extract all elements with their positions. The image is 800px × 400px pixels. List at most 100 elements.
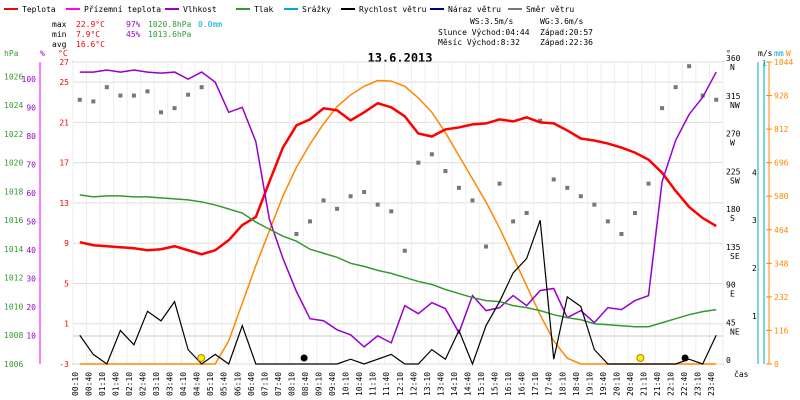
scatter-point-dir (673, 85, 678, 90)
axis-unit-degc: °C (58, 49, 68, 58)
tick-label-time: 05:10 (206, 372, 215, 396)
axes: 1006100810101012101410161018102010221024… (4, 54, 793, 396)
series-line-wind (79, 219, 717, 366)
scatter-point-dir (646, 181, 651, 186)
legend-label-hum: Vlhkost (183, 5, 217, 14)
tick-label-deg: 45 (726, 318, 736, 327)
series-layer (77, 64, 719, 366)
tick-label-time: 08:40 (301, 372, 310, 396)
tick-label-time: 04:40 (193, 372, 202, 396)
tick-label-time: 16:40 (518, 372, 527, 396)
scatter-point-dir (77, 97, 82, 102)
tick-label-time: 18:10 (558, 372, 567, 396)
chart-title: 13.6.2013 (367, 51, 432, 65)
scatter-point-dir (687, 64, 692, 69)
stats-block: max 22.9°C 97% 1020.8hPa 0.0mm min 7.9°C… (52, 17, 593, 49)
legend-label-dir: Směr větru (526, 5, 574, 14)
scatter-point-dir (145, 89, 150, 94)
tick-label-hpa: 1008 (4, 331, 23, 340)
tick-label-time: 09:40 (328, 372, 337, 396)
tick-label-ms: 2 (752, 264, 757, 273)
stat-max-press: 1020.8hPa (148, 20, 192, 29)
tick-label-compass: SW (730, 176, 740, 185)
tick-label-time: 16:10 (504, 372, 513, 396)
scatter-point-dir (131, 93, 136, 98)
axis-unit-cas: čas (734, 369, 749, 379)
legend-label-gust: Náraz větru (448, 5, 501, 14)
tick-label-time: 10:10 (342, 372, 351, 396)
tick-label-time: 19:40 (599, 372, 608, 396)
markers (197, 354, 689, 362)
tick-label-deg: 270 (726, 130, 741, 139)
tick-label-compass: N (730, 63, 735, 72)
scatter-point-dir (700, 93, 705, 98)
scatter-point-dir (294, 231, 299, 236)
tick-label-time: 13:40 (436, 372, 445, 396)
tick-label-pct: 60 (26, 189, 36, 198)
scatter-point-dir (619, 231, 624, 236)
tick-label-time: 11:40 (382, 372, 391, 396)
tick-label-wm2: 0 (774, 360, 779, 369)
scatter-point-dir (443, 169, 448, 174)
tick-label-ms: 1 (752, 312, 757, 321)
tick-label-time: 15:40 (491, 372, 500, 396)
tick-label-deg: 360 (726, 54, 741, 63)
scatter-point-dir (307, 219, 312, 224)
tick-label-time: 23:10 (694, 372, 703, 396)
tick-label-time: 19:10 (585, 372, 594, 396)
tick-label-deg: 90 (726, 281, 736, 290)
tick-label-time: 11:10 (369, 372, 378, 396)
stat-wg: WG:3.6m/s (540, 17, 584, 26)
scatter-point-dir (199, 85, 204, 90)
scatter-point-dir (484, 244, 489, 249)
tick-label-wm2: 580 (774, 192, 789, 201)
tick-label-time: 00:40 (84, 372, 93, 396)
scatter-point-dir (524, 211, 529, 215)
tick-label-time: 20:40 (626, 372, 635, 396)
scatter-point-dir (592, 202, 597, 207)
tick-label-ms: 4 (752, 168, 757, 177)
scatter-point-dir (416, 160, 421, 165)
stat-avg-label: avg (52, 40, 67, 49)
legend-label-temp: Teplota (22, 5, 56, 14)
tick-label-pct: 100 (22, 75, 37, 84)
tick-label-time: 12:10 (396, 372, 405, 396)
tick-label-time: 17:40 (545, 372, 554, 396)
tick-label-time: 20:10 (612, 372, 621, 396)
tick-label-deg: 225 (726, 167, 741, 176)
tick-label-time: 12:40 (409, 372, 418, 396)
stat-min-temp: 7.9°C (76, 30, 100, 39)
tick-label-time: 21:10 (640, 372, 649, 396)
tick-label-pct: 40 (26, 246, 36, 255)
scatter-point-dir (335, 206, 340, 211)
tick-label-time: 14:40 (463, 372, 472, 396)
tick-label-compass: NE (730, 327, 740, 336)
tick-label-deg: 0 (726, 356, 731, 365)
stat-max-temp: 22.9°C (76, 20, 105, 29)
tick-label-pct: 80 (26, 132, 36, 141)
scatter-point-dir (565, 185, 570, 190)
stat-min-hum: 45% (126, 30, 141, 39)
sunrise-icon (197, 354, 206, 362)
tick-label-hpa: 1016 (4, 216, 23, 225)
tick-label-degc: -3 (59, 360, 69, 369)
tick-label-time: 03:10 (152, 372, 161, 396)
stat-moon-set: Západ:22:36 (540, 38, 593, 47)
tick-label-time: 23:40 (707, 372, 716, 396)
tick-label-pct: 20 (26, 303, 36, 312)
stat-ws: WS:3.5m/s (470, 17, 514, 26)
tick-label-time: 22:10 (667, 372, 676, 396)
tick-label-time: 08:10 (287, 372, 296, 396)
scatter-point-dir (118, 93, 123, 98)
tick-label-time: 10:40 (355, 372, 364, 396)
legend-label-wind: Rychlost větru (359, 5, 427, 14)
scatter-point-dir (605, 219, 610, 224)
series-line-temp (79, 101, 717, 256)
tick-label-compass: E (730, 290, 735, 299)
tick-label-degc: 21 (59, 118, 69, 127)
tick-label-time: 02:40 (138, 372, 147, 396)
tick-label-hpa: 1018 (4, 187, 23, 196)
tick-label-ms: 3 (752, 216, 757, 225)
tick-label-time: 17:10 (531, 372, 540, 396)
